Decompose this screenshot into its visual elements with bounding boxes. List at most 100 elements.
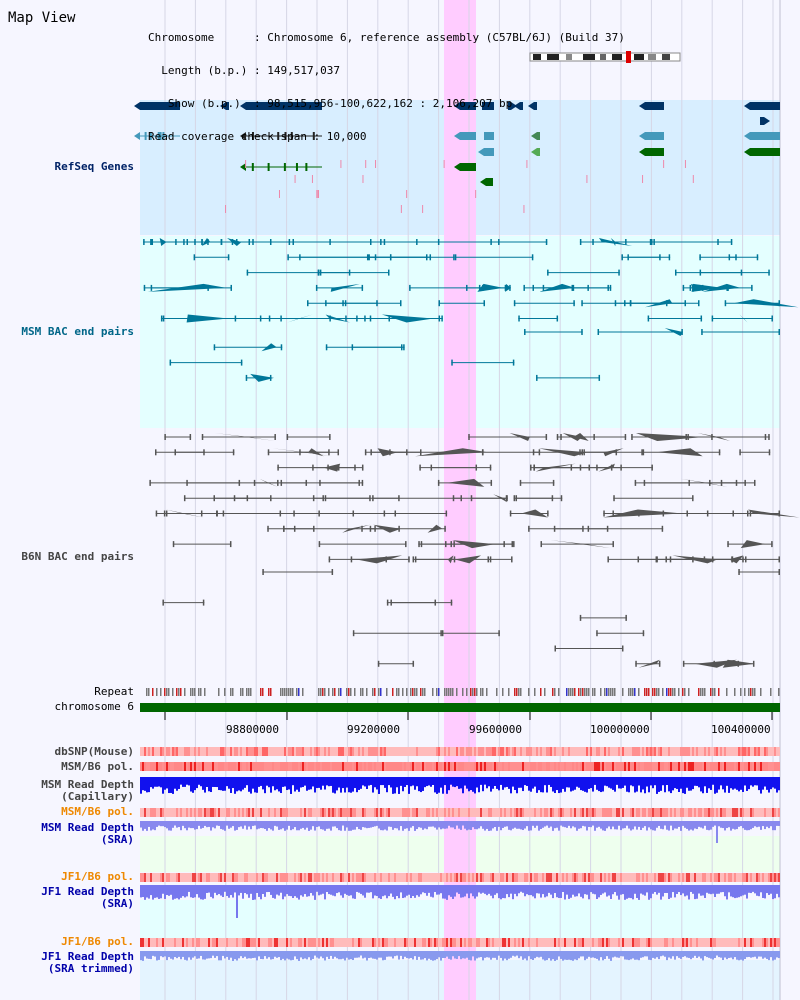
msm-pol-strip — [466, 762, 468, 771]
track-label-msm-b6-pol-1[interactable]: MSM/B6 pol. — [61, 760, 134, 773]
jf1-depth-sra-bar — [224, 885, 226, 892]
jf1-pol-strip — [722, 873, 724, 882]
msm-pol-strip — [746, 762, 748, 771]
jf1-depth-trim-bar — [734, 951, 736, 958]
jf1-pol-strip — [450, 873, 452, 882]
track-label-msm-bac[interactable]: MSM BAC end pairs — [21, 325, 134, 338]
jf1-pol-strip — [342, 938, 344, 947]
msm-depth-sra-bar — [150, 821, 152, 831]
msm-pol-strip — [668, 762, 670, 771]
refseq-small-feature — [400, 205, 402, 213]
jf1-pol-strip — [384, 873, 386, 882]
b6n-bac-pair-end — [509, 510, 512, 517]
jf1-depth-trim-bar — [508, 951, 510, 959]
dbsnp-strip — [244, 747, 246, 756]
jf1-pol-strip — [754, 938, 756, 947]
repeat-feature — [698, 688, 700, 696]
msm-pol-strip — [416, 808, 418, 817]
jf1-pol-strip — [558, 873, 560, 882]
track-label-repeat[interactable]: Repeat — [94, 685, 134, 698]
track-label-jf1-depth-trimmed[interactable]: JF1 Read Depth (SRA trimmed) — [41, 950, 134, 975]
msm-depth-sra-bar — [444, 821, 446, 829]
jf1-pol-strip — [336, 938, 338, 947]
track-label-jf1-depth-sra[interactable]: JF1 Read Depth (SRA) — [41, 885, 134, 910]
dbsnp-strip — [424, 747, 426, 756]
jf1-pol-strip — [612, 938, 614, 947]
msm-pol-strip — [146, 808, 148, 817]
jf1-pol-strip — [144, 938, 146, 947]
jf1-pol-strip — [510, 873, 512, 882]
msm-depth-sra-bar — [166, 821, 168, 829]
track-label-dbsnp[interactable]: dbSNP(Mouse) — [54, 745, 134, 758]
msm-depth-capillary-bar — [686, 777, 688, 788]
jf1-pol-strip — [572, 938, 574, 947]
jf1-pol-strip — [690, 873, 692, 882]
jf1-pol-strip — [206, 873, 208, 882]
msm-depth-capillary-bar — [314, 777, 316, 793]
msm-pol-strip — [426, 808, 428, 817]
msm-pol-strip — [774, 762, 776, 771]
msm-depth-sra-bar — [752, 821, 754, 828]
jf1-pol-strip — [174, 938, 176, 947]
msm-depth-sra-bar — [776, 821, 778, 826]
jf1-depth-trim-bar — [484, 951, 486, 958]
msm-depth-sra-bar — [334, 821, 336, 827]
msm-depth-sra-bar — [502, 821, 504, 828]
msm-depth-capillary-bar — [490, 777, 492, 792]
msm-pol-strip — [746, 808, 748, 817]
jf1-pol-strip — [236, 873, 238, 882]
jf1-pol-strip — [562, 938, 564, 947]
track-label-jf1-b6-pol-2[interactable]: JF1/B6 pol. — [61, 935, 134, 948]
msm-pol-strip — [216, 808, 218, 817]
jf1-pol-strip — [286, 938, 288, 947]
msm-depth-sra-bar — [252, 821, 254, 826]
msm-depth-sra-bar — [388, 821, 390, 827]
jf1-depth-sra-bar — [252, 885, 254, 900]
track-label-jf1-b6-pol-1[interactable]: JF1/B6 pol. — [61, 870, 134, 883]
b6n-bac-pair-end — [274, 434, 276, 440]
msm-depth-capillary-bar — [218, 777, 220, 791]
msm-pol-strip — [206, 762, 208, 771]
track-label-b6n-bac[interactable]: B6N BAC end pairs — [21, 550, 134, 563]
track-label-chromosome[interactable]: chromosome 6 — [54, 700, 134, 713]
msm-depth-capillary-bar — [670, 777, 672, 794]
msm-depth-capillary-bar — [650, 777, 652, 786]
jf1-depth-trim-bar — [160, 951, 162, 957]
jf1-depth-sra-bar — [506, 885, 508, 895]
jf1-depth-sra-bar — [314, 885, 316, 900]
repeat-feature — [572, 688, 574, 696]
jf1-depth-trim-bar — [680, 951, 682, 959]
repeat-feature — [760, 688, 762, 696]
msm-depth-capillary-bar — [740, 777, 742, 790]
jf1-pol-strip — [744, 873, 746, 882]
track-label-msm-depth-capillary[interactable]: MSM Read Depth (Capillary) — [41, 778, 134, 803]
jf1-depth-trim-bar — [542, 951, 544, 960]
track-label-msm-b6-pol-2[interactable]: MSM/B6 pol. — [61, 805, 134, 818]
msm-depth-capillary-bar — [602, 777, 604, 792]
msm-depth-sra-bar — [466, 821, 468, 831]
msm-pol-strip — [226, 762, 228, 771]
dbsnp-strip — [450, 747, 452, 756]
dbsnp-strip — [436, 747, 438, 756]
dbsnp-strip — [220, 747, 222, 756]
msm-pol-strip — [758, 808, 760, 817]
msm-pol-strip — [156, 808, 158, 817]
b6n-bac-pair-end — [318, 510, 320, 517]
msm-bac-pair-end — [778, 300, 780, 307]
repeat-feature — [348, 688, 350, 696]
msm-pol-strip — [682, 808, 684, 817]
msm-pol-strip — [252, 762, 254, 771]
dbsnp-strip — [146, 747, 148, 756]
msm-pol-strip — [544, 808, 546, 817]
track-label-msm-depth-sra[interactable]: MSM Read Depth (SRA) — [41, 821, 134, 846]
jf1-pol-strip — [504, 873, 506, 882]
jf1-depth-trim-bar — [312, 951, 314, 959]
msm-pol-strip — [718, 808, 720, 817]
dbsnp-strip — [158, 747, 160, 756]
jf1-depth-sra-bar — [654, 885, 656, 893]
jf1-depth-sra-bar — [722, 885, 724, 893]
jf1-pol-strip — [286, 873, 288, 882]
track-label-refseq-genes[interactable]: RefSeq Genes — [54, 160, 134, 173]
jf1-pol-strip — [158, 938, 160, 947]
